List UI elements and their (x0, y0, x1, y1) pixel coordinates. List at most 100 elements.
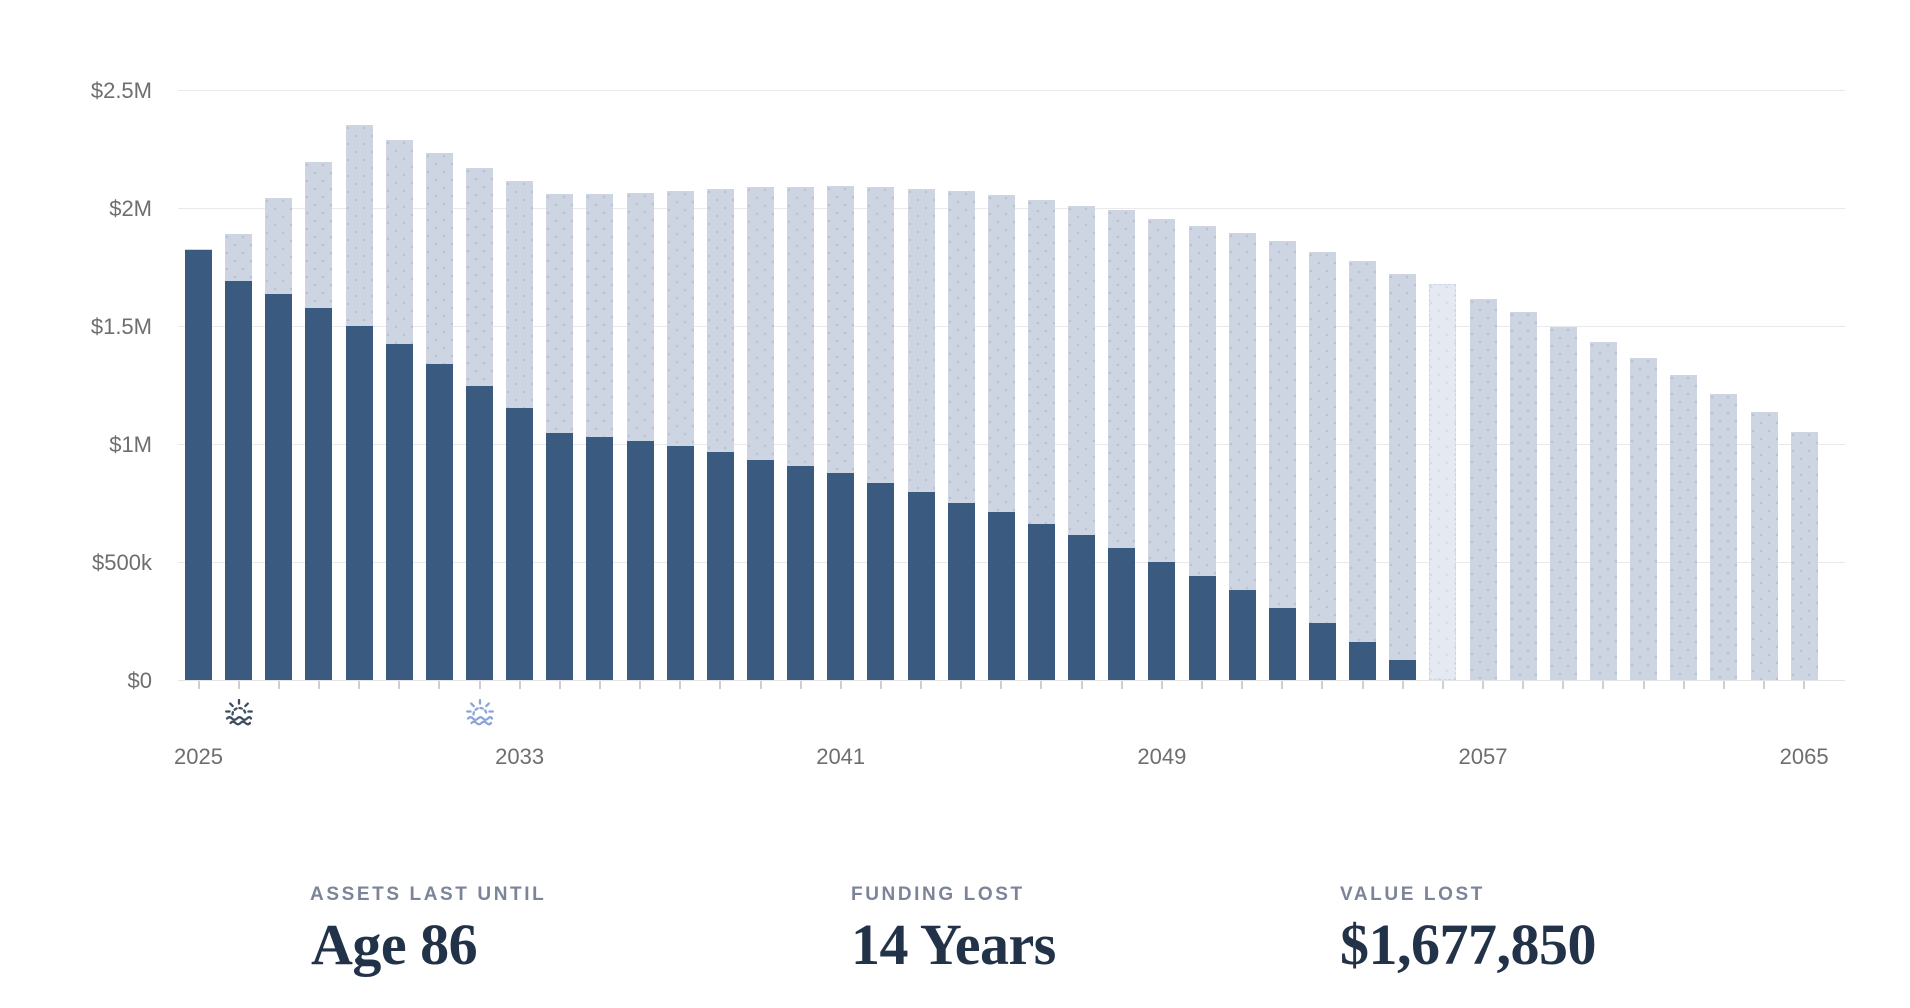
scenario-bar[interactable] (1228, 590, 1256, 680)
y-axis-label: $1M (109, 431, 152, 457)
scenario-bar[interactable] (506, 408, 534, 680)
baseline-bar[interactable] (1630, 357, 1657, 680)
baseline-bar[interactable] (1509, 311, 1537, 680)
x-axis-label: 2065 (1779, 744, 1829, 769)
x-axis-tick (1522, 680, 1525, 689)
baseline-bar[interactable] (1589, 342, 1617, 680)
x-axis-tick (1763, 680, 1765, 689)
x-axis-tick (639, 680, 641, 689)
x-axis-tick (1241, 680, 1244, 689)
sunrise-icon-2026[interactable] (223, 697, 255, 729)
x-axis-tick (960, 680, 963, 689)
y-axis-label: $2M (109, 195, 152, 221)
scenario-bar[interactable] (987, 512, 1015, 680)
x-axis-tick (518, 680, 521, 689)
baseline-bar[interactable] (1750, 411, 1778, 680)
x-axis-tick (1201, 680, 1203, 689)
baseline-bar[interactable] (1389, 273, 1417, 680)
scenario-bar[interactable] (225, 281, 253, 680)
scenario-bar[interactable] (1068, 534, 1096, 680)
grid-line (178, 679, 1845, 681)
scenario-bar[interactable] (787, 466, 815, 680)
x-axis-label: 2057 (1458, 744, 1508, 769)
scenario-bar[interactable] (867, 482, 895, 680)
x-axis-tick (1080, 680, 1083, 689)
baseline-bar[interactable] (1349, 260, 1377, 680)
baseline-bar[interactable] (1469, 298, 1497, 680)
y-axis-label: $0 (127, 667, 152, 693)
x-axis-tick (277, 680, 280, 689)
x-axis-tick (558, 680, 561, 689)
x-axis-tick (1281, 680, 1284, 689)
x-axis-tick (317, 680, 320, 689)
scenario-bar[interactable] (466, 386, 493, 680)
scenario-bar[interactable] (546, 433, 574, 680)
scenario-bar[interactable] (827, 473, 855, 680)
x-axis-label: 2049 (1137, 744, 1187, 769)
x-axis-tick (1401, 680, 1404, 689)
scenario-bar[interactable] (385, 343, 413, 680)
scenario-bar[interactable] (1308, 623, 1336, 680)
x-axis-tick (1682, 680, 1685, 689)
baseline-bar[interactable] (1549, 327, 1577, 680)
x-axis-tick (759, 680, 762, 689)
y-axis-label: $500k (92, 549, 152, 575)
x-axis-tick (920, 680, 922, 689)
x-axis-tick (358, 680, 361, 689)
scenario-bar[interactable] (425, 363, 453, 680)
x-axis-tick (398, 680, 401, 689)
x-axis-tick (1562, 680, 1565, 689)
x-axis-tick (799, 680, 802, 689)
x-axis-tick (1120, 680, 1123, 689)
x-axis-tick (1441, 680, 1444, 689)
x-axis-tick (1361, 680, 1364, 689)
baseline-bar[interactable] (1790, 431, 1818, 680)
x-axis-tick (237, 680, 240, 689)
x-axis-tick (598, 680, 601, 689)
sunrise-icon-2032[interactable] (464, 697, 496, 729)
scenario-bar[interactable] (626, 441, 654, 680)
scenario-bar[interactable] (185, 250, 212, 680)
scenario-bar[interactable] (747, 460, 774, 680)
x-axis-tick (438, 680, 441, 689)
scenario-bar[interactable] (305, 308, 333, 680)
scenario-bar[interactable] (706, 452, 734, 680)
scenario-bar[interactable] (907, 492, 935, 680)
x-axis-tick (1040, 680, 1043, 689)
x-axis-tick (1642, 680, 1645, 689)
x-axis-tick (839, 680, 842, 689)
scenario-bar[interactable] (1108, 547, 1136, 680)
sunrise-icon (465, 698, 494, 726)
grid-line (178, 90, 1845, 91)
scenario-bar[interactable] (1268, 607, 1296, 680)
x-axis-tick (1160, 680, 1163, 689)
scenario-bar[interactable] (586, 436, 614, 680)
baseline-bar[interactable] (1710, 394, 1738, 680)
sunrise-icon (224, 698, 253, 726)
x-axis-tick (719, 680, 722, 689)
scenario-bar[interactable] (1188, 575, 1216, 680)
x-axis-label: 2033 (495, 744, 545, 769)
x-axis-label: 2041 (816, 744, 866, 769)
scenario-bar[interactable] (1389, 659, 1417, 680)
x-axis-tick (1722, 680, 1725, 689)
baseline-bar-highlighted[interactable] (1429, 283, 1457, 680)
scenario-bar[interactable] (1148, 561, 1176, 680)
x-axis-tick (1602, 680, 1605, 689)
baseline-bar[interactable] (1670, 375, 1698, 680)
x-axis-tick (1321, 680, 1324, 689)
scenario-bar[interactable] (947, 502, 975, 680)
scenario-bar[interactable] (1349, 641, 1377, 680)
scenario-bar[interactable] (265, 294, 293, 680)
x-axis-tick (1000, 680, 1003, 689)
baseline-bar[interactable] (1268, 240, 1296, 680)
scenario-bar[interactable] (1027, 523, 1055, 680)
scenario-bar[interactable] (666, 446, 694, 680)
scenario-bar[interactable] (345, 325, 373, 680)
x-axis-tick (1803, 680, 1806, 689)
x-axis-tick (879, 680, 882, 689)
x-axis-tick (1482, 680, 1484, 689)
baseline-bar[interactable] (1308, 251, 1336, 680)
